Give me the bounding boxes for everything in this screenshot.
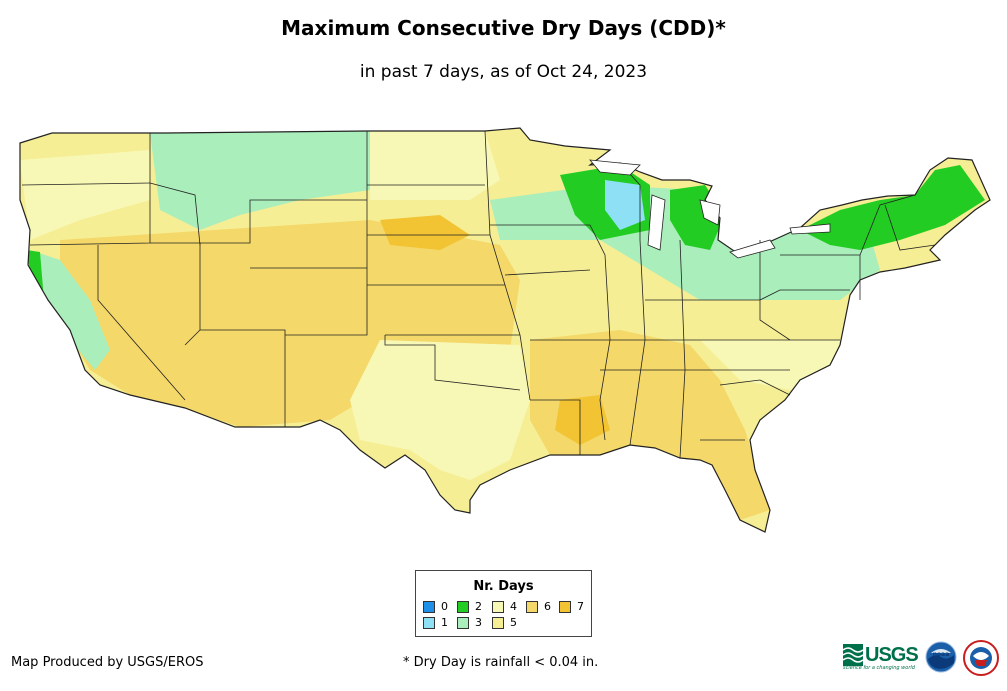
state-borders: [19, 127, 991, 533]
noaa-logo-text: noaa: [933, 651, 950, 658]
legend-swatch-1: [423, 616, 435, 629]
border-ut-wy: [200, 199, 367, 244]
legend-title: Nr. Days: [473, 579, 534, 594]
zone-2-northeast: [800, 165, 985, 250]
border-nh-me: [884, 204, 936, 251]
legend-item-2: 2: [457, 600, 482, 613]
dry-day-footnote: * Dry Day is rainfall < 0.04 in.: [403, 655, 599, 670]
zone-6-southwest: [60, 220, 520, 427]
zone-3-montana: [150, 131, 370, 230]
border-ok-tx: [384, 335, 521, 391]
legend-label-3: 3: [475, 616, 482, 629]
legend-swatch-2: [457, 600, 469, 613]
legend-item-6: 6: [526, 600, 551, 613]
map-title: Maximum Consecutive Dry Days (CDD)*: [281, 16, 726, 40]
usgs-logo-text: USGS: [865, 644, 919, 666]
legend-swatch-5: [492, 616, 504, 629]
border-ga-sc: [719, 379, 791, 396]
us-cdd-map: [19, 127, 991, 533]
legend-swatch-6: [526, 600, 538, 613]
zone-1-wisconsin: [605, 180, 645, 230]
border-ar-la: [530, 399, 581, 455]
zone-3-california: [30, 250, 110, 370]
legend-swatch-0: [423, 600, 435, 613]
legend-item-1: 1: [423, 616, 448, 629]
zone-4-north-dakota: [367, 131, 500, 200]
nws-logo-icon: [963, 640, 999, 676]
legend-item-7: 7: [559, 600, 584, 613]
border-plains-east: [484, 130, 531, 401]
zone-4-pacific-nw: [20, 150, 150, 240]
usgs-tagline: science for a changing world: [843, 665, 915, 671]
usgs-logo: USGS science for a changing world: [843, 642, 919, 671]
legend-label-4: 4: [510, 600, 517, 613]
legend-item-0: 0: [423, 600, 448, 613]
legend-item-3: 3: [457, 616, 482, 629]
usgs-wave-icon: [843, 644, 863, 666]
lake-michigan: [647, 194, 666, 251]
border-oh-pa-md: [645, 289, 850, 301]
map-subtitle: in past 7 days, as of Oct 24, 2023: [359, 62, 648, 82]
legend-item-5: 5: [492, 616, 517, 629]
legend-label-1: 1: [441, 616, 448, 629]
zone-4-texas: [350, 340, 530, 480]
legend-item-4: 4: [492, 600, 517, 613]
noaa-logo: noaa: [925, 641, 957, 673]
legend-label-7: 7: [577, 600, 584, 613]
zone-7-nebraska: [380, 215, 470, 250]
legend-label-2: 2: [475, 600, 482, 613]
lake-erie: [729, 239, 776, 259]
border-ny-vt: [859, 194, 916, 256]
border-co: [250, 267, 368, 336]
legend-label-5: 5: [510, 616, 517, 629]
legend: Nr. Days 0 1 2 3 4 5 6: [415, 570, 592, 637]
border-az-nm: [200, 329, 286, 427]
zone-7-mississippi: [555, 395, 610, 445]
legend-label-0: 0: [441, 600, 448, 613]
border-ia-mo: [504, 269, 591, 276]
legend-label-6: 6: [544, 600, 551, 613]
border-ca-nv: [97, 245, 186, 401]
lake-superior: [589, 159, 641, 176]
legend-swatch-7: [559, 600, 571, 613]
lake-huron: [699, 199, 721, 226]
legend-swatch-3: [457, 616, 469, 629]
border-id-mt: [149, 182, 201, 246]
border-oh-wv: [759, 240, 791, 341]
great-lakes: [589, 159, 831, 259]
map-credit: Map Produced by USGS/EROS: [11, 655, 204, 670]
legend-swatch-4: [492, 600, 504, 613]
border-nv-ut-az: [150, 242, 201, 346]
lake-ontario: [789, 223, 831, 235]
legend-items: 0 1 2 3 4 5 6 7: [416, 594, 591, 629]
border-wa-or: [21, 182, 151, 186]
